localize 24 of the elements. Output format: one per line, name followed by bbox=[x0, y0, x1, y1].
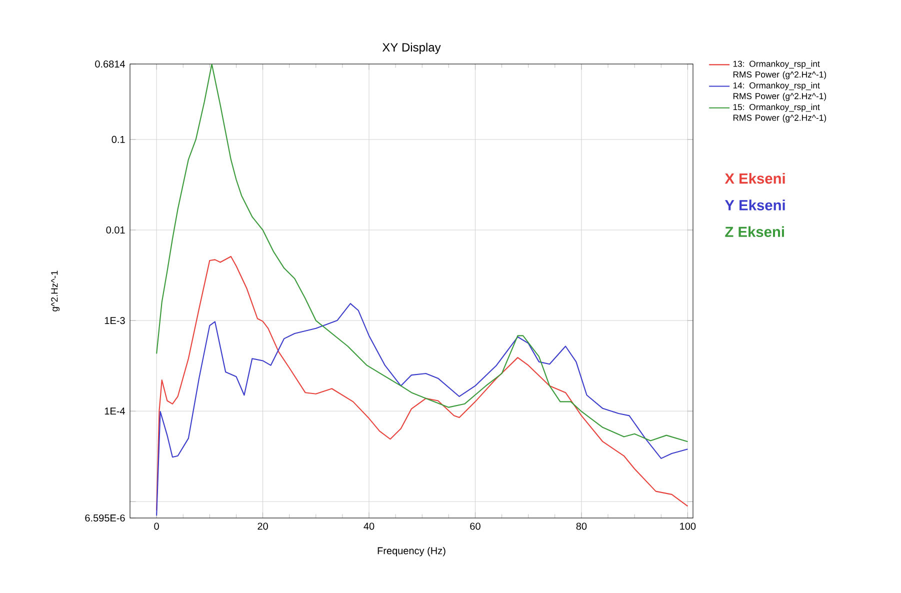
x-tick-label: 40 bbox=[364, 522, 374, 530]
line-series bbox=[156, 256, 688, 511]
line-series bbox=[156, 64, 688, 442]
y-tick-label: 0.01 bbox=[106, 226, 125, 234]
legend-label: 13: Ormankoy_rsp_int RMS Power (g^2.Hz^-1) bbox=[733, 60, 826, 80]
y-tick-label: 0.1 bbox=[112, 136, 125, 144]
text: Z Ekseni bbox=[725, 226, 784, 238]
chart-title: XY Display bbox=[382, 42, 441, 54]
y-tick-label: 0.6814 bbox=[95, 60, 125, 68]
legend-label: 15: Ormankoy_rsp_int RMS Power (g^2.Hz^-1) bbox=[733, 104, 826, 122]
x-axis-title: Frequency (Hz) bbox=[378, 546, 446, 556]
y-tick-label: 6.595E-6 bbox=[85, 514, 125, 522]
y-axis-title: g^2.Hz^-1 bbox=[51, 270, 60, 312]
x-tick-label: 0 bbox=[154, 522, 159, 530]
x-tick-label: 80 bbox=[576, 522, 587, 530]
legend-label: 14: Ormankoy_rsp_int RMS Power (g^2.Hz^-1) bbox=[733, 82, 826, 101]
text: Y Ekseni bbox=[724, 200, 785, 210]
text: X Ekseni bbox=[724, 172, 785, 184]
y-tick-label: 1E-3 bbox=[104, 317, 125, 324]
line-series bbox=[156, 303, 688, 516]
x-tick-label: 60 bbox=[470, 522, 480, 530]
y-tick-label: 1E-4 bbox=[104, 408, 126, 415]
x-tick-label: 100 bbox=[680, 522, 696, 530]
x-tick-label: 20 bbox=[258, 522, 268, 530]
